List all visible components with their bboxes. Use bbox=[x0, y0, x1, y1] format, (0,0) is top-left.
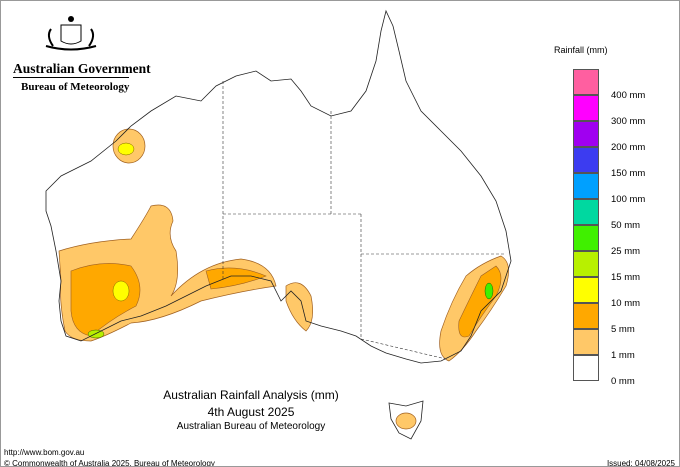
legend-swatch bbox=[573, 199, 599, 225]
map-title: Australian Rainfall Analysis (mm) bbox=[163, 388, 339, 402]
legend-label: 5 mm bbox=[611, 324, 635, 335]
rainfall-areas bbox=[58, 128, 509, 430]
legend-label: 15 mm bbox=[611, 272, 641, 283]
rain-area-tasmania bbox=[395, 412, 417, 430]
legend-swatch bbox=[573, 69, 599, 95]
legend-swatch bbox=[573, 329, 599, 355]
legend-label: 400 mm bbox=[611, 90, 646, 101]
legend-label: 1 mm bbox=[611, 350, 635, 361]
footer-copyright: © Commonwealth of Australia 2025, Bureau… bbox=[4, 459, 215, 467]
legend-swatch bbox=[573, 303, 599, 329]
legend-swatch bbox=[573, 277, 599, 303]
rain-area-10mm bbox=[112, 280, 130, 302]
legend-label: 0 mm bbox=[611, 376, 635, 387]
legend-swatch bbox=[573, 147, 599, 173]
map-date: 4th August 2025 bbox=[207, 405, 295, 419]
rain-area-nsw-25mm bbox=[484, 282, 494, 300]
rain-area-15mm bbox=[87, 329, 105, 339]
rain-area-kimberley-10mm bbox=[117, 142, 135, 156]
legend-swatch bbox=[573, 251, 599, 277]
legend-label: 100 mm bbox=[611, 194, 646, 205]
bureau-name: Bureau of Meteorology bbox=[21, 81, 130, 93]
legend-title: Rainfall (mm) bbox=[554, 45, 608, 55]
state-borders bbox=[222, 81, 506, 360]
legend-swatch bbox=[573, 173, 599, 199]
coat-of-arms-logo bbox=[45, 16, 97, 51]
legend-swatch bbox=[573, 95, 599, 121]
legend-swatch bbox=[573, 355, 599, 381]
legend-swatch bbox=[573, 121, 599, 147]
legend-label: 300 mm bbox=[611, 116, 646, 127]
tasmania-coastline bbox=[388, 400, 424, 440]
legend-label: 50 mm bbox=[611, 220, 641, 231]
footer-issued: Issued: 04/08/2025 bbox=[606, 459, 675, 467]
map-source: Australian Bureau of Meteorology bbox=[176, 421, 326, 432]
footer-url[interactable]: http://www.bom.gov.au bbox=[4, 448, 85, 457]
rain-area-sa-gulf bbox=[285, 282, 313, 332]
government-name: Australian Government bbox=[13, 61, 151, 76]
legend-label: 150 mm bbox=[611, 168, 646, 179]
legend-swatch bbox=[573, 225, 599, 251]
australia-coastline bbox=[45, 9, 512, 364]
header-divider bbox=[13, 77, 129, 78]
legend-label: 200 mm bbox=[611, 142, 646, 153]
legend-label: 10 mm bbox=[611, 298, 641, 309]
legend-label: 25 mm bbox=[611, 246, 641, 257]
